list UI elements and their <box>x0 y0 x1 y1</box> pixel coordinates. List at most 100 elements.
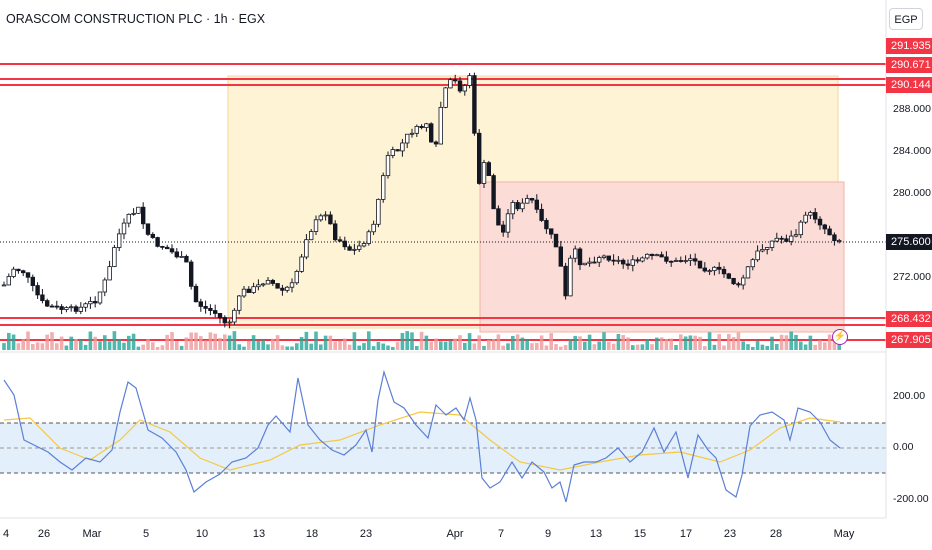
candle <box>472 75 477 134</box>
candle <box>232 309 237 323</box>
volume-bar <box>765 345 769 350</box>
price-tick: 280.000 <box>893 187 931 199</box>
candle <box>707 270 712 273</box>
volume-bar <box>40 343 45 350</box>
candle <box>813 212 818 220</box>
candle <box>774 237 779 242</box>
candle <box>625 263 631 266</box>
volume-bar <box>295 343 299 350</box>
candle <box>726 273 731 279</box>
oscillator-tick: 0.00 <box>893 441 914 453</box>
volume-bar <box>98 341 102 350</box>
volume-bar <box>218 338 222 350</box>
volume-bar <box>535 343 539 350</box>
candle <box>145 223 151 235</box>
volume-bar <box>597 341 601 350</box>
volume-bar <box>251 335 256 350</box>
candle <box>164 246 170 250</box>
volume-bar <box>371 346 376 350</box>
candle <box>539 208 544 221</box>
candle <box>395 149 400 152</box>
candle <box>693 258 698 262</box>
volume-bar <box>645 339 649 350</box>
volume-bar <box>419 331 424 350</box>
candle <box>443 87 448 108</box>
currency-button[interactable]: EGP <box>889 8 923 30</box>
lightning-icon[interactable]: ⚡ <box>832 329 848 345</box>
candle <box>448 79 453 89</box>
volume-bar <box>760 344 765 350</box>
time-label: 9 <box>544 528 552 540</box>
volume-bar <box>563 345 568 350</box>
oscillator-tick: 200.00 <box>893 390 926 402</box>
candle <box>179 255 184 258</box>
oscillator-tick: -200.00 <box>893 493 929 505</box>
volume-bar <box>592 344 597 350</box>
volume-bar <box>803 344 808 350</box>
volume-bar <box>664 338 669 350</box>
candle <box>385 155 391 177</box>
candle <box>217 313 223 319</box>
candle <box>736 283 741 286</box>
volume-bar <box>21 339 25 350</box>
candle <box>544 220 549 230</box>
volume-bar <box>823 342 827 350</box>
candle <box>611 259 616 262</box>
candle <box>621 259 626 265</box>
time-label: 7 <box>497 528 505 540</box>
time-label: 13 <box>589 528 603 540</box>
last-price-tag: 275.600 <box>886 234 932 250</box>
volume-bar <box>424 335 429 350</box>
volume-bar <box>151 342 155 350</box>
candle <box>428 123 434 143</box>
volume-bar <box>237 344 241 350</box>
volume-bar <box>525 339 529 350</box>
candle <box>529 198 535 201</box>
candle <box>361 243 367 247</box>
candle <box>356 245 362 250</box>
candle <box>88 301 93 305</box>
candle <box>731 277 736 285</box>
candle <box>284 286 290 291</box>
candle <box>419 125 424 128</box>
price-tick: 284.000 <box>893 145 931 157</box>
volume-series <box>2 331 841 350</box>
volume-bar <box>736 332 741 350</box>
candle <box>155 237 160 247</box>
candle <box>289 282 295 288</box>
volume-bar <box>539 335 544 350</box>
volume-bar <box>405 331 409 350</box>
candle <box>467 75 472 86</box>
time-label: 26 <box>37 528 51 540</box>
volume-bar <box>520 337 525 350</box>
volume-bar <box>832 340 837 350</box>
volume-bar <box>69 336 73 350</box>
volume-bar <box>631 345 635 350</box>
candle <box>371 223 376 233</box>
candle <box>131 212 136 215</box>
volume-bar <box>443 341 448 350</box>
level-tag: 268.432 <box>886 311 932 327</box>
volume-bar <box>813 344 817 350</box>
candle <box>193 285 199 303</box>
time-label: May <box>833 528 855 540</box>
volume-bar <box>160 345 165 350</box>
candle <box>184 255 189 263</box>
volume-bar <box>568 339 573 350</box>
level-tag: 290.671 <box>886 57 932 73</box>
candle <box>798 221 803 236</box>
candle <box>97 291 103 304</box>
volume-bar <box>712 344 717 350</box>
volume-bar <box>741 341 745 350</box>
candle <box>563 265 568 297</box>
volume-bar <box>482 345 486 350</box>
candle <box>45 300 50 307</box>
candle <box>30 276 35 286</box>
volume-bar <box>837 344 841 350</box>
volume-bar <box>155 346 160 350</box>
volume-bar <box>391 346 395 350</box>
volume-bar <box>357 345 361 350</box>
volume-bar <box>703 346 707 350</box>
candle <box>827 228 832 236</box>
